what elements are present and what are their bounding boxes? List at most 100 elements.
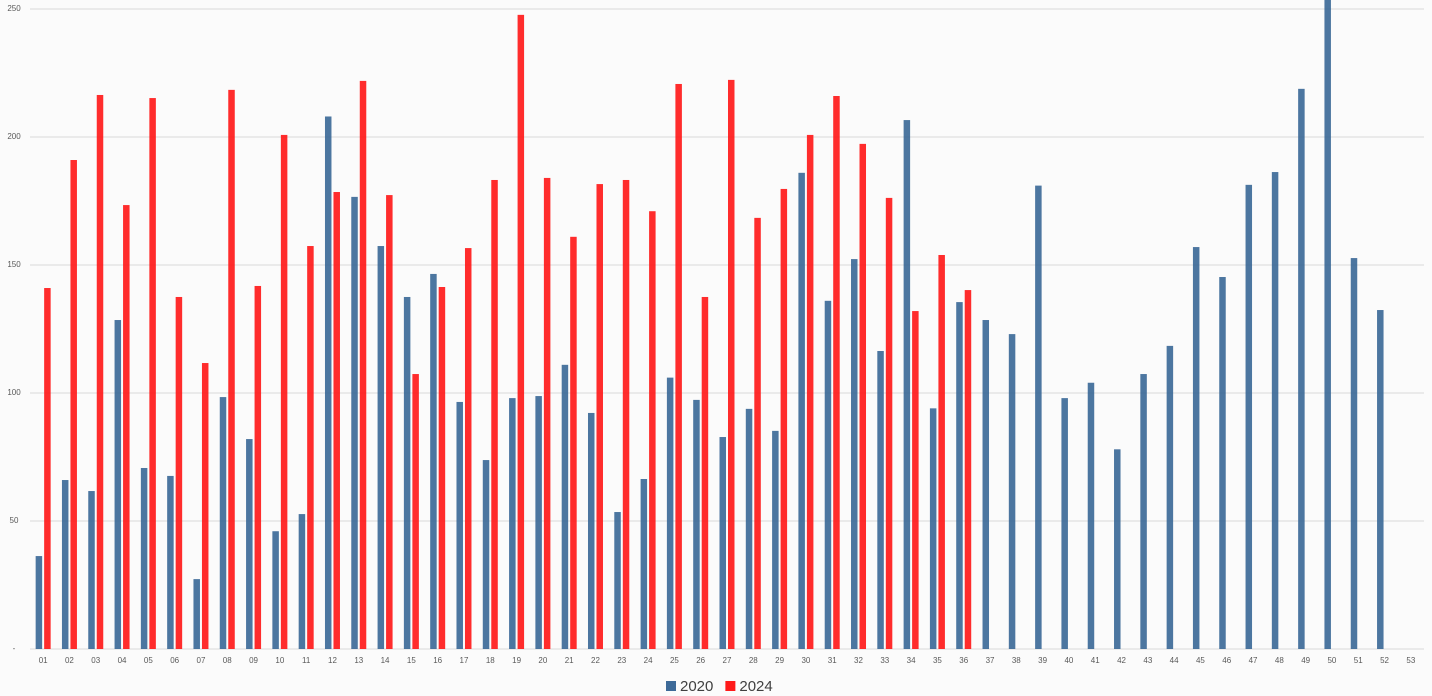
x-tick-label: 27 [723, 656, 732, 665]
x-tick-label: 26 [696, 656, 705, 665]
bar [298, 514, 306, 649]
bar [780, 188, 788, 650]
bar [333, 192, 340, 649]
legend-swatch [725, 681, 736, 691]
bar [675, 83, 682, 650]
bar [280, 134, 288, 650]
bar [596, 184, 603, 649]
x-tick-label: 14 [381, 656, 390, 665]
bar [167, 475, 174, 649]
x-tick-label: 42 [1117, 656, 1126, 665]
bar [824, 300, 832, 649]
x-tick-label: 21 [565, 656, 574, 665]
x-tick-label: 18 [486, 656, 495, 665]
x-tick-label: 06 [170, 656, 179, 665]
bar [833, 96, 840, 649]
x-tick-label: 48 [1275, 656, 1284, 665]
bar [640, 479, 648, 649]
x-tick-label: 44 [1170, 656, 1179, 665]
legend-label: 2024 [739, 678, 772, 695]
bar [272, 531, 279, 649]
x-tick-label: 17 [460, 656, 469, 665]
bar [201, 363, 209, 649]
bar [1298, 88, 1305, 650]
bar [351, 196, 358, 649]
bar [35, 556, 43, 649]
bar [798, 172, 805, 649]
bar [772, 430, 779, 649]
bar [885, 197, 893, 649]
bar [175, 296, 183, 649]
bar [61, 480, 69, 649]
bar [44, 288, 51, 649]
bar [1219, 277, 1226, 649]
x-tick-label: 09 [249, 656, 258, 665]
x-tick-label: 30 [801, 656, 810, 665]
x-tick-label: 35 [933, 656, 942, 665]
bar [1192, 247, 1200, 649]
x-tick-label: 34 [907, 656, 916, 665]
bar [701, 296, 709, 649]
bar [1271, 172, 1279, 649]
bar [114, 320, 122, 649]
x-tick-label: 36 [959, 656, 968, 665]
bar [359, 80, 367, 649]
bar [1035, 185, 1042, 649]
bar [482, 460, 490, 649]
bar [587, 412, 595, 649]
bar [149, 98, 156, 649]
x-tick-label: 03 [91, 656, 100, 665]
x-tick-label: 05 [144, 656, 153, 665]
bar [1114, 449, 1121, 649]
bar [412, 374, 419, 649]
x-tick-label: 01 [39, 656, 48, 665]
x-tick-label: 20 [538, 656, 547, 665]
bar [254, 285, 262, 649]
bar [219, 397, 227, 649]
bar [693, 399, 700, 649]
y-tick-label: 100 [7, 388, 21, 397]
bar [307, 246, 314, 649]
x-tick-label: 53 [1406, 656, 1415, 665]
bar [1008, 334, 1016, 649]
x-tick-label: 32 [854, 656, 863, 665]
bar [1377, 310, 1384, 649]
bar [570, 236, 577, 650]
bar [491, 179, 498, 649]
bar [543, 177, 551, 649]
bar [1087, 382, 1095, 649]
y-tick-label: 200 [7, 132, 21, 141]
bar [193, 579, 200, 649]
bar [929, 408, 937, 649]
x-tick-label: 45 [1196, 656, 1205, 665]
bar [1166, 345, 1174, 649]
x-tick-label: 50 [1327, 656, 1336, 665]
x-tick-label: 08 [223, 656, 232, 665]
x-tick-label: 15 [407, 656, 416, 665]
x-tick-label: 16 [433, 656, 442, 665]
bar [517, 14, 525, 649]
bar [509, 398, 516, 649]
bar [1245, 184, 1253, 650]
x-tick-label: 13 [354, 656, 363, 665]
x-tick-label: 37 [986, 656, 995, 665]
bar [745, 408, 753, 649]
x-tick-label: 31 [828, 656, 837, 665]
legend-label: 2020 [680, 678, 713, 695]
bar [859, 143, 867, 650]
y-tick-label: 150 [7, 260, 21, 269]
bar [956, 302, 963, 649]
bar [140, 467, 148, 649]
x-tick-label: 11 [302, 656, 311, 665]
x-tick-label: 29 [775, 656, 784, 665]
x-tick-label: 07 [197, 656, 206, 665]
bar [246, 439, 253, 649]
legend-swatch [666, 681, 676, 691]
bar [851, 259, 858, 649]
bar [1350, 258, 1358, 649]
x-tick-label: 02 [65, 656, 74, 665]
bar [96, 94, 104, 649]
x-tick-label: 41 [1091, 656, 1100, 665]
x-tick-label: 46 [1222, 656, 1231, 665]
